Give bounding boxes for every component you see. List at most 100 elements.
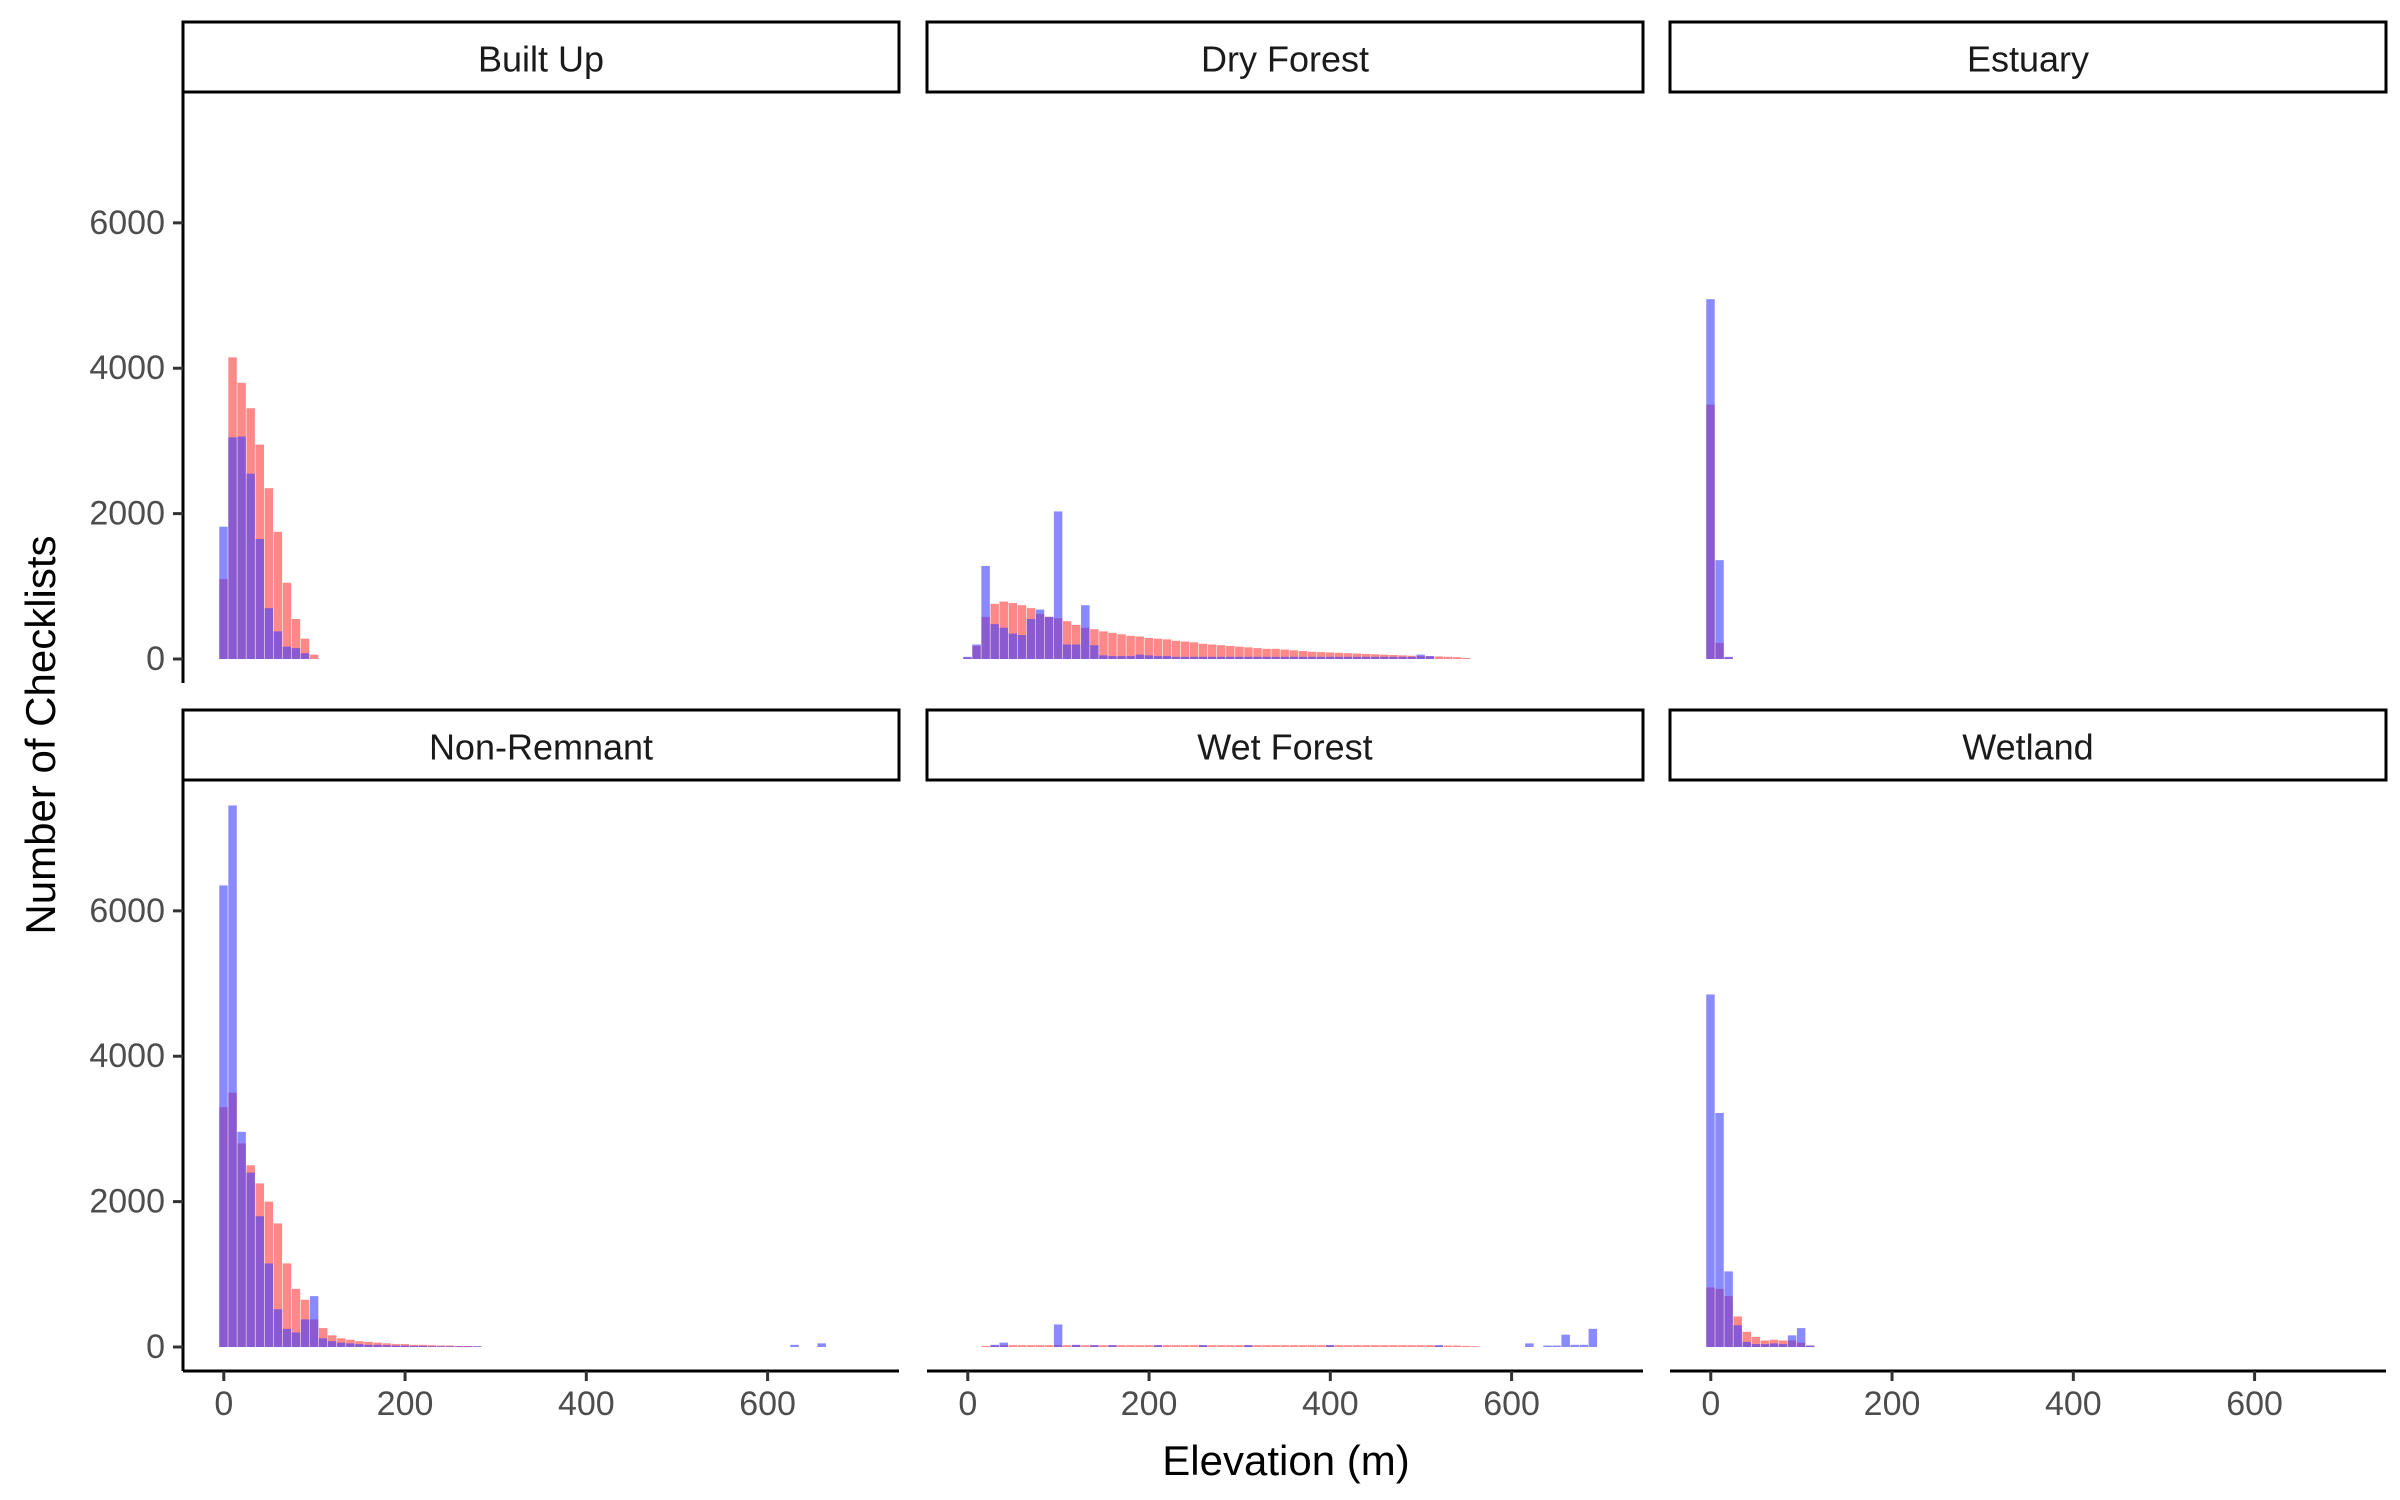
histogram-bar — [1343, 1345, 1353, 1347]
histogram-bar — [219, 526, 228, 659]
histogram-bar — [1253, 648, 1262, 659]
histogram-bar — [1325, 1345, 1335, 1347]
histogram-bar — [1189, 1345, 1199, 1347]
histogram-bar — [328, 1341, 337, 1347]
histogram-bar — [1398, 1345, 1407, 1347]
histogram-bar — [246, 473, 255, 659]
histogram-bar — [963, 656, 972, 659]
histogram-bar — [1706, 994, 1715, 1347]
histogram-bar — [1026, 619, 1036, 659]
histogram-bar — [273, 1309, 283, 1347]
x-tick-label: 600 — [1483, 1385, 1540, 1423]
histogram-bar — [364, 1344, 373, 1347]
histogram-bar — [1796, 1328, 1806, 1347]
histogram-bar — [1253, 656, 1262, 659]
histogram-bar — [1443, 656, 1453, 659]
histogram-bar — [1579, 1344, 1589, 1347]
histogram-bar — [1280, 1345, 1289, 1347]
histogram-bar — [246, 1172, 255, 1347]
histogram-bar — [1280, 649, 1289, 659]
histogram-bar — [1733, 1325, 1742, 1347]
histogram-bar — [1162, 656, 1172, 659]
histogram-bar — [264, 608, 274, 659]
histogram-bar — [1072, 1344, 1081, 1347]
histogram-bar — [1461, 657, 1471, 659]
histogram-bar — [1117, 656, 1126, 659]
histogram-bar — [1289, 650, 1298, 659]
histogram-bar — [1135, 636, 1144, 659]
histogram-bar — [382, 1345, 391, 1347]
histogram-bar — [1715, 1112, 1724, 1347]
histogram-bar — [445, 1346, 455, 1347]
histogram-bar — [1135, 1345, 1144, 1347]
histogram-bar — [1298, 656, 1308, 659]
histogram-bar — [1008, 1345, 1018, 1347]
x-tick-label: 400 — [1302, 1385, 1359, 1423]
histogram-bar — [1226, 1345, 1235, 1347]
histogram-bar — [1334, 1345, 1344, 1347]
histogram-bar — [1235, 656, 1244, 659]
histogram-bar — [990, 1344, 999, 1347]
histogram-bar — [1371, 656, 1380, 659]
histogram-bar — [1072, 624, 1081, 659]
histogram-bar — [454, 1346, 464, 1347]
histogram-bar — [1588, 1328, 1598, 1347]
histogram-bar — [1198, 643, 1208, 659]
histogram-bar — [418, 1345, 428, 1347]
histogram-bar — [291, 1288, 301, 1347]
histogram-bar — [1280, 656, 1289, 659]
histogram-bar — [1062, 644, 1072, 659]
x-tick-label: 400 — [558, 1385, 615, 1423]
histogram-bar — [1053, 511, 1063, 659]
histogram-bar — [228, 805, 237, 1347]
histogram-bar — [1171, 640, 1181, 659]
histogram-bar — [1316, 1345, 1326, 1347]
histogram-bar — [1189, 642, 1199, 659]
histogram-bar — [1724, 656, 1733, 659]
histogram-bar — [355, 1344, 364, 1347]
histogram-bar — [1135, 654, 1144, 659]
histogram-bar — [318, 1328, 328, 1347]
histogram-bar — [1017, 1345, 1027, 1347]
histogram-bar — [1443, 1345, 1453, 1347]
histogram-bar — [1262, 648, 1271, 659]
histogram-bar — [1271, 1345, 1280, 1347]
histogram-bar — [1325, 656, 1335, 659]
histogram-bar — [1171, 656, 1181, 659]
histogram-bar — [1371, 654, 1380, 659]
histogram-bar — [364, 1341, 373, 1347]
histogram-bar — [1207, 644, 1217, 659]
y-axis-title: Number of Checklists — [17, 535, 64, 934]
histogram-bar — [1144, 1345, 1153, 1347]
histogram-bar — [1108, 1345, 1117, 1347]
histogram-bar — [1180, 656, 1190, 659]
y-tick-label: 4000 — [89, 349, 165, 387]
facet-strip — [925, 708, 1645, 782]
x-tick-label: 0 — [958, 1385, 977, 1423]
histogram-bar — [1289, 1345, 1298, 1347]
histogram-bar — [291, 648, 301, 659]
histogram-bar — [1072, 644, 1081, 659]
histogram-bar — [1298, 1345, 1308, 1347]
histogram-bar — [427, 1345, 437, 1347]
histogram-bar — [1760, 1344, 1770, 1347]
histogram-bar — [1099, 1345, 1108, 1347]
histogram-bar — [1307, 656, 1317, 659]
histogram-bar — [255, 539, 264, 659]
histogram-bar — [1153, 1345, 1163, 1347]
facet-strip — [925, 20, 1645, 94]
histogram-bar — [817, 1343, 826, 1347]
facet-panel: Wetland 0 200 400 600 — [1668, 708, 2388, 1423]
histogram-bar — [1805, 1345, 1815, 1347]
histogram-bar — [237, 1131, 246, 1347]
histogram-bar — [1153, 638, 1163, 659]
histogram-bar — [1452, 1345, 1462, 1347]
histogram-bar — [1180, 1345, 1190, 1347]
histogram-bar — [1570, 1344, 1579, 1347]
histogram-bar — [972, 644, 981, 659]
histogram-bar — [1398, 656, 1407, 659]
histogram-bar — [1090, 629, 1099, 659]
histogram-bar — [1008, 603, 1018, 659]
histogram-bar — [1244, 647, 1253, 659]
